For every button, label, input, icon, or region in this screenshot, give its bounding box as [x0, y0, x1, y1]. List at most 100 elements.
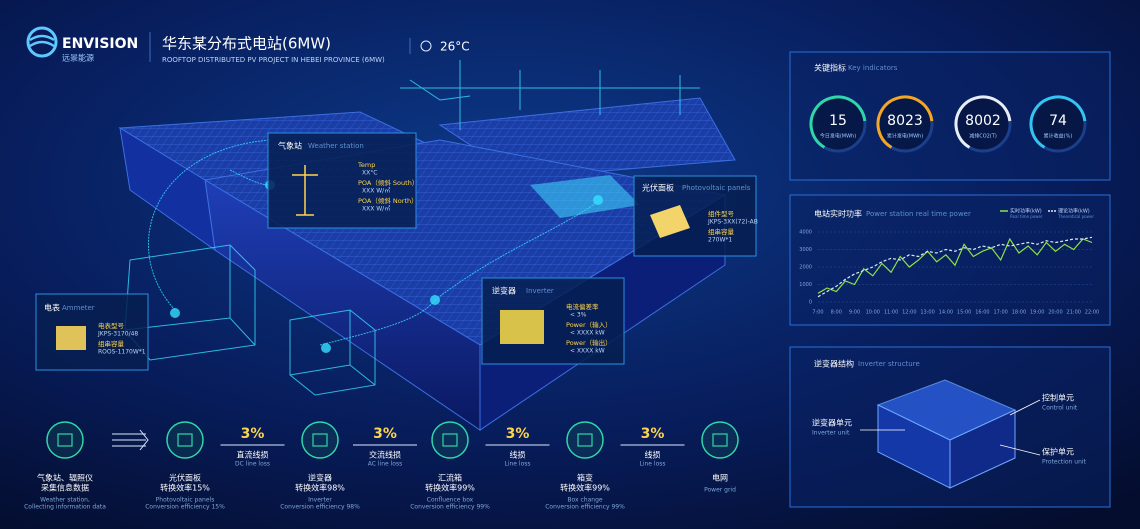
- panel-title: 逆变器结构: [814, 359, 854, 369]
- highlight-panels: [530, 175, 640, 218]
- part-label: 保护单元: [1042, 447, 1074, 457]
- node-dot: [593, 195, 603, 205]
- item: 组串容量: [708, 227, 735, 236]
- gauge-label: 累计发电(MWh): [887, 133, 923, 140]
- x-tick-label: 18:00: [1012, 310, 1026, 316]
- loss-value: 3%: [241, 426, 265, 442]
- item: 组串容量: [98, 339, 125, 348]
- logo: [26, 26, 58, 58]
- part-label-en: Protection unit: [1042, 459, 1087, 466]
- y-tick-label: 3000: [799, 247, 812, 253]
- flow-node: [566, 421, 604, 459]
- flow-label-en: Conversion efficiency 99%: [545, 504, 625, 511]
- loss-label-en: AC line loss: [368, 461, 402, 468]
- flow-label: 电网: [712, 473, 728, 483]
- item: 电表型号: [98, 321, 125, 330]
- inverter-callout: 逆变器 Inverter 电流偏差率 < 3% Power（输入） < XXXX…: [481, 277, 625, 365]
- flow-label-en: Weather station,: [40, 497, 90, 504]
- legend-label: 理论功率(kW): [1058, 208, 1090, 215]
- item: Temp: [357, 161, 375, 169]
- item: Power（输出）: [566, 338, 612, 347]
- loss-label: 直流线损: [237, 450, 269, 460]
- loss-label: 线损: [510, 450, 526, 460]
- x-tick-label: 19:00: [1030, 310, 1044, 316]
- flow-label: 光伏面板: [169, 473, 201, 483]
- flow-label: 逆变器: [308, 473, 332, 483]
- item: < XXXX kW: [570, 330, 605, 337]
- callout-title-en: Ammeter: [62, 304, 95, 312]
- flow-icon: [57, 433, 73, 447]
- callout-box: [267, 132, 417, 229]
- brand-cn: 远景能源: [62, 53, 94, 63]
- item: ROOS-1170W*1: [98, 349, 146, 356]
- flow-label-en: Confluence box: [427, 497, 474, 504]
- gauge-arc: [1029, 95, 1087, 153]
- flow-label: 汇流箱: [438, 473, 462, 483]
- y-tick-label: 0: [809, 300, 812, 306]
- item: XXX W/㎡: [362, 187, 390, 195]
- ammeter-icon: [56, 326, 86, 350]
- flow-label-en: Power grid: [704, 487, 736, 494]
- x-tick-label: 8:00: [831, 310, 842, 316]
- flow-label: 转换效率99%: [560, 483, 610, 493]
- flow-label-en: Box change: [567, 497, 602, 504]
- flow-icon: [177, 433, 193, 447]
- callout-title-en: Photovoltaic panels: [682, 184, 751, 192]
- x-tick-label: 20:00: [1048, 310, 1062, 316]
- item: < 3%: [570, 312, 587, 319]
- callout-title: 逆变器: [492, 286, 516, 296]
- inverter-box: [949, 409, 1016, 489]
- logo-wave: [29, 34, 55, 48]
- gauge-label: 累计收益(%): [1044, 133, 1073, 140]
- panel-title-en: Key indicators: [848, 64, 898, 72]
- node-dot: [430, 295, 440, 305]
- x-tick-label: 11:00: [884, 310, 898, 316]
- x-tick-label: 15:00: [957, 310, 971, 316]
- item: Power（输入）: [566, 320, 612, 329]
- gauge-label: 今日发电(MWh): [820, 133, 856, 140]
- connector: [148, 139, 601, 346]
- legend-label-en: Real time power: [1010, 214, 1043, 219]
- node-dot: [321, 343, 331, 353]
- flow-label-en: Conversion efficiency 98%: [280, 504, 360, 511]
- part-label-en: Inverter unit: [812, 430, 850, 437]
- flow-icon: [712, 433, 728, 447]
- loss-label-en: DC line loss: [235, 461, 270, 468]
- weather: 26°C: [440, 40, 470, 54]
- panel-title-en: Power station real time power: [866, 210, 971, 218]
- gauge-value: 74: [1049, 113, 1067, 129]
- gauges: 15 今日发电(MWh) 8023 累计发电(MWh) 8002 减排CO2(T) 74 累计…: [809, 95, 1087, 153]
- flow-label: 采集信息数据: [41, 483, 89, 493]
- node-dot: [170, 308, 180, 318]
- callout-title-en: Weather station: [308, 142, 364, 150]
- x-tick-label: 22:00: [1085, 310, 1099, 316]
- leader-lines: [860, 399, 1041, 456]
- y-tick-label: 4000: [799, 230, 812, 236]
- y-tick-label: 1000: [799, 282, 812, 288]
- callout-title-en: Inverter: [526, 287, 554, 295]
- item: JKPS-3XX(72)-AB: [707, 219, 758, 226]
- loss-value: 3%: [641, 426, 665, 442]
- x-tick-label: 12:00: [902, 310, 916, 316]
- flow-label: 箱变: [577, 473, 593, 483]
- loss-label-en: Line loss: [639, 461, 665, 468]
- x-tick-label: 17:00: [993, 310, 1007, 316]
- ammeter-callout: 电表 Ammeter 电表型号 JKPS-3170/48 组串容量 ROOS-1…: [35, 293, 149, 371]
- gauge-value: 8023: [887, 113, 923, 129]
- power-chart: 0 1000 2000 3000 4000 7:00 8:00 9:00 10:00 11:00 1…: [799, 208, 1099, 316]
- pv-icon: [650, 205, 690, 238]
- x-tick-label: 9:00: [849, 310, 860, 316]
- loss-label: 线损: [645, 450, 661, 460]
- flow-label-en: Conversion efficiency 99%: [410, 504, 490, 511]
- panel-title: 电站实时功率: [814, 209, 862, 219]
- flow-label: 转换效率99%: [425, 483, 475, 493]
- item: 组件型号: [708, 209, 735, 218]
- item: POA（倾斜 North）: [358, 196, 418, 205]
- page-subtitle: ROOFTOP DISTRIBUTED PV PROJECT IN HEBEI …: [162, 56, 385, 64]
- flow-label: 转换效率15%: [160, 483, 210, 493]
- x-tick-label: 16:00: [975, 310, 989, 316]
- pv-callout: 光伏面板 Photovoltaic panels 组件型号 JKPS-3XX(7…: [633, 175, 758, 257]
- item: 电流偏差率: [566, 302, 599, 311]
- flow-icon: [312, 433, 328, 447]
- loss-value: 3%: [506, 426, 530, 442]
